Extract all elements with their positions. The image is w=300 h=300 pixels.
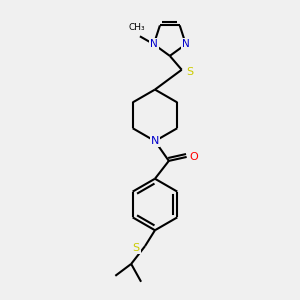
Text: N: N [182,39,190,49]
Text: O: O [189,152,198,162]
Text: S: S [186,67,193,77]
Text: N: N [150,39,158,49]
Text: CH₃: CH₃ [129,23,145,32]
Text: N: N [151,136,159,146]
Text: S: S [133,243,140,253]
